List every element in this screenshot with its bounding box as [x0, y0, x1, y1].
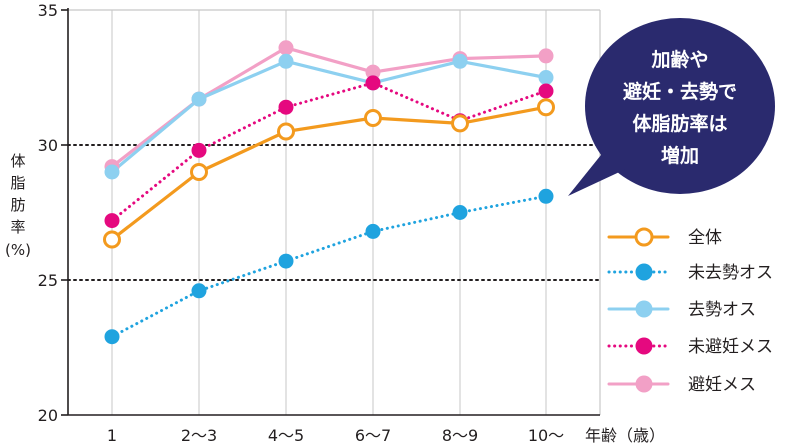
series-4-point-3 [365, 64, 381, 80]
legend-label-4: 避妊メス [688, 375, 756, 395]
y-axis-label-part-4: (%) [5, 241, 31, 259]
legend-marker-1 [635, 263, 653, 281]
x-axis-label: 年齢（歳） [585, 426, 665, 445]
series-layer [103, 40, 555, 345]
series-1-point-1 [191, 283, 207, 299]
y-tick-label-25: 25 [38, 271, 58, 290]
y-axis-label: 体脂肪率 (%) [5, 152, 31, 259]
series-4-point-2 [278, 40, 294, 56]
legend-label-2: 去勢オス [688, 300, 756, 320]
y-tick-label-35: 35 [38, 1, 58, 20]
series-line-0 [110, 105, 548, 242]
series-2-point-1 [191, 91, 207, 107]
series-0-point-4 [451, 114, 469, 133]
series-1-point-3 [365, 223, 381, 239]
series-1-point-2 [278, 253, 294, 269]
y-axis-label-part-0: 体 [10, 152, 25, 170]
series-0-point-1 [190, 163, 208, 181]
bubble-shape [585, 18, 775, 194]
series-0-point-5 [537, 98, 555, 117]
legend-marker-3 [635, 337, 653, 355]
x-tick-label-2: 4～5 [268, 426, 304, 445]
legend-label-3: 未避妊メス [688, 337, 773, 357]
series-4-point-5 [538, 48, 554, 64]
series-3-point-0 [104, 213, 120, 229]
series-line-2 [110, 59, 548, 174]
series-3-point-5 [538, 83, 554, 99]
axes [61, 8, 600, 416]
y-axis-label-part-3: 率 [10, 218, 25, 236]
series-2-point-2 [278, 53, 294, 69]
series-2-point-5 [538, 70, 554, 85]
series-3-point-3 [365, 75, 381, 91]
y-tick-label-20: 20 [38, 406, 58, 425]
y-axis-label-part-2: 肪 [10, 196, 25, 214]
series-1-point-0 [104, 329, 120, 345]
legend-label-0: 全体 [688, 228, 722, 248]
bubble-tail [568, 150, 628, 196]
series-0-point-2 [277, 122, 295, 141]
bubble-text-2: 体脂肪率は [632, 112, 727, 135]
series-2-point-4 [452, 53, 468, 69]
x-tick-label-3: 6～7 [355, 426, 391, 445]
legend-marker-0 [634, 227, 654, 247]
series-0-point-3 [364, 109, 382, 127]
series-line-3 [110, 81, 548, 223]
series-line-1 [110, 194, 548, 339]
y-tick-label-30: 30 [38, 136, 58, 155]
x-tick-label-5: 10～ [528, 426, 564, 445]
x-tick-label-0: 1 [107, 426, 117, 445]
series-3-point-2 [278, 99, 294, 115]
series-1-point-4 [452, 205, 468, 220]
tick-labels: 20 25 30 35 1 2～3 4～5 6～7 8～9 10～ 年齢（歳） [38, 1, 665, 445]
bubble-text-1: 避妊・去勢で [623, 80, 737, 103]
series-3-point-1 [191, 142, 207, 158]
x-tick-label-1: 2～3 [181, 426, 217, 445]
legend-marker-4 [635, 375, 653, 393]
legend-marker-2 [635, 300, 653, 318]
series-2-point-0 [104, 164, 120, 180]
series-1-point-5 [538, 188, 554, 204]
y-axis-label-part-1: 脂 [10, 174, 25, 192]
bubble-text-3: 増加 [661, 144, 699, 167]
x-tick-label-4: 8～9 [442, 426, 478, 445]
series-0-point-0 [103, 230, 121, 249]
bubble-text-0: 加齢や [650, 48, 708, 71]
legend-label-1: 未去勢オス [688, 263, 773, 283]
